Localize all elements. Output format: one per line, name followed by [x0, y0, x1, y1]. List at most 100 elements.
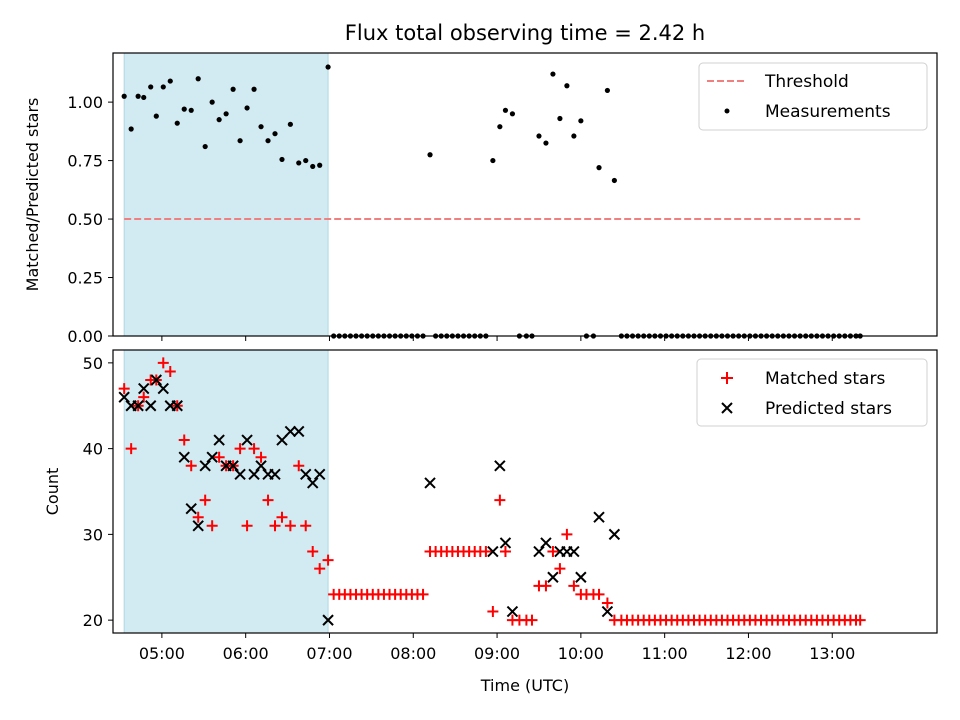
- measurement-point: [509, 111, 516, 117]
- bottom-y-tick-label: 30: [83, 525, 103, 544]
- matched-star-point: [526, 614, 538, 626]
- matched-star-point: [480, 546, 492, 558]
- measurement-point: [258, 124, 264, 130]
- matched-star-point: [199, 494, 211, 506]
- matched-star-point: [255, 451, 267, 463]
- measurement-point: [543, 140, 549, 146]
- measurement-point: [310, 163, 316, 170]
- predicted-star-point: [322, 614, 334, 626]
- predicted-star-point: [138, 382, 150, 395]
- measurement-point: [160, 84, 166, 90]
- matched-star-point: [568, 580, 580, 592]
- predicted-star-point: [284, 425, 297, 438]
- x-tick-label: 05:00: [139, 644, 185, 663]
- measurement-point: [188, 107, 194, 113]
- measurement-point: [578, 118, 584, 124]
- bottom-x-ticks: 05:00 06:00 07:00 08:00 09:00 10:00 11:00 12:00…: [139, 633, 855, 663]
- predicted-star-point: [150, 374, 163, 386]
- matched-star-point: [241, 520, 253, 532]
- legend-threshold-label: Threshold: [764, 72, 849, 92]
- matched-star-point: [593, 588, 605, 600]
- predicted-star-point: [494, 460, 506, 472]
- predicted-star-point: [601, 605, 614, 618]
- predicted-star-point: [487, 545, 499, 558]
- measurement-point: [202, 143, 208, 150]
- predicted-star-point: [185, 502, 197, 515]
- matched-star-point: [540, 580, 552, 592]
- predicted-star-point: [547, 571, 559, 583]
- predicted-star-point: [145, 400, 157, 412]
- predicted-star-point: [132, 400, 144, 412]
- measurement-point: [135, 93, 141, 99]
- bottom-panel: 20 30 40 50 05:00 06:00 07:00 08:00 09:00 10:00 1…: [43, 349, 938, 695]
- matched-star-point: [262, 494, 274, 506]
- legend-predicted-swatch: [721, 402, 733, 414]
- bottom-y-tick-label: 20: [83, 611, 103, 630]
- top-y-axis-label: Matched/Predicted stars: [23, 98, 42, 292]
- measurement-point: [571, 133, 577, 139]
- measurement-point: [490, 157, 496, 164]
- predicted-star-point: [575, 571, 587, 583]
- predicted-star-point: [255, 460, 267, 472]
- matched-star-point: [118, 383, 130, 395]
- measurement-point: [223, 111, 229, 117]
- predicted-star-point: [293, 425, 305, 438]
- matched-star-point: [601, 597, 613, 609]
- matched-star-point: [314, 563, 326, 575]
- measurement-point: [279, 156, 285, 163]
- predicted-star-point: [269, 468, 281, 481]
- matched-star-point: [276, 511, 288, 523]
- bottom-legend-box: [696, 358, 928, 427]
- bottom-y-axis-label: Count: [43, 468, 62, 516]
- measurement-point: [497, 124, 503, 130]
- measurement-point: [174, 120, 180, 126]
- bottom-legend: Matched stars Predicted stars: [696, 358, 928, 427]
- top-y-tick-label: 0.25: [67, 269, 103, 288]
- predicted-star-point: [213, 434, 225, 446]
- bottom-shaded-span: [123, 349, 329, 634]
- predicted-star-point: [593, 511, 605, 523]
- matched-star-point: [494, 494, 506, 506]
- bottom-y-tick-label: 40: [83, 440, 103, 459]
- predicted-star-point: [206, 451, 218, 463]
- measurement-point: [237, 138, 243, 144]
- measurement-point: [272, 131, 278, 137]
- measurement-point: [611, 177, 617, 184]
- matched-star-point: [547, 546, 559, 558]
- x-tick-label: 09:00: [474, 644, 520, 663]
- measurement-point: [181, 106, 187, 112]
- measurement-point: [325, 64, 331, 70]
- x-axis-label: Time (UTC): [480, 676, 569, 695]
- top-legend: Threshold Measurements: [698, 62, 928, 131]
- predicted-star-point: [248, 468, 260, 481]
- matched-star-point: [284, 520, 296, 532]
- legend-measurements-label: Measurements: [765, 102, 891, 122]
- x-tick-label: 11:00: [642, 644, 688, 663]
- matched-star-point: [854, 614, 866, 626]
- matched-star-point: [293, 460, 305, 472]
- bottom-y-tick-label: 50: [83, 354, 103, 373]
- matched-star-point: [248, 443, 260, 455]
- x-tick-label: 13:00: [809, 644, 855, 663]
- matched-star-point: [185, 460, 197, 472]
- top-y-tick-label: 0.00: [67, 327, 103, 346]
- x-tick-label: 10:00: [558, 644, 604, 663]
- predicted-star-point: [568, 545, 580, 558]
- predicted-star-point: [199, 460, 211, 472]
- matched-star-point: [206, 520, 218, 532]
- predicted-star-point: [307, 477, 319, 489]
- legend-matched-swatch: [721, 372, 733, 384]
- top-y-tick-label: 0.75: [67, 152, 103, 171]
- predicted-star-point: [506, 605, 519, 618]
- matched-star-point: [487, 606, 499, 618]
- predicted-star-point: [533, 545, 545, 558]
- top-shaded-span: [123, 52, 329, 337]
- matched-star-point: [164, 365, 176, 377]
- top-y-tick-label: 1.00: [67, 93, 103, 112]
- matched-star-point: [213, 451, 225, 463]
- measurement-point: [427, 152, 433, 158]
- measurement-point: [564, 83, 570, 89]
- measurement-point: [317, 162, 323, 168]
- measurement-point: [265, 138, 271, 144]
